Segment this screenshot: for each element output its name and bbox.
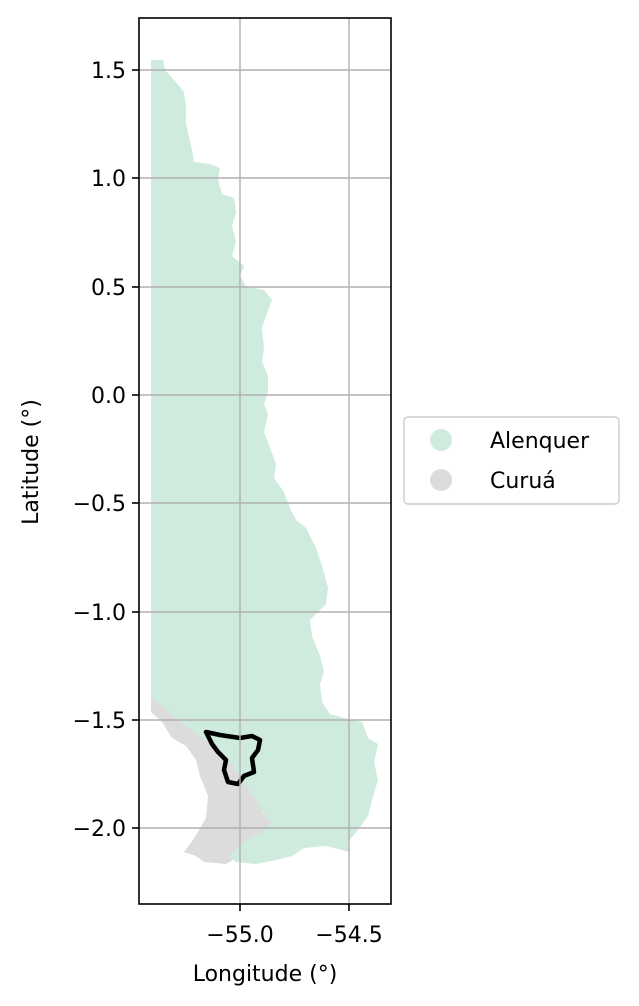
y-tick-label: −0.5 xyxy=(73,492,126,517)
gridlines xyxy=(139,18,391,904)
legend-marker-curua xyxy=(430,469,452,491)
legend-label-alenquer: Alenquer xyxy=(490,429,590,454)
y-ticks xyxy=(132,69,139,829)
axes-frame xyxy=(138,17,392,905)
y-axis-label: Latitude (°) xyxy=(19,399,44,525)
x-ticks xyxy=(239,904,350,911)
x-axis-label: Longitude (°) xyxy=(193,962,338,987)
legend-marker-alenquer xyxy=(430,429,452,451)
highlight-outline xyxy=(203,729,263,787)
y-tick-label: 0.0 xyxy=(91,384,126,409)
legend: Alenquer Curuá xyxy=(403,416,620,505)
y-tick-label: 0.5 xyxy=(91,276,126,301)
y-tick-label: −2.0 xyxy=(73,817,126,842)
y-tick-label: 1.0 xyxy=(91,167,126,192)
y-tick-label: 1.5 xyxy=(91,59,126,84)
x-tick-labels: −55.0 −54.5 xyxy=(206,923,382,948)
x-tick-label: −54.5 xyxy=(315,923,382,948)
x-tick-label: −55.0 xyxy=(206,923,273,948)
legend-label-curua: Curuá xyxy=(490,469,556,494)
y-tick-label: −1.5 xyxy=(73,709,126,734)
region-alenquer xyxy=(151,60,378,864)
y-tick-labels: 1.5 1.0 0.5 0.0 −0.5 −1.0 −1.5 −2.0 xyxy=(73,59,126,842)
region-curua xyxy=(151,697,272,864)
y-tick-label: −1.0 xyxy=(73,601,126,626)
legend-box xyxy=(403,416,620,505)
